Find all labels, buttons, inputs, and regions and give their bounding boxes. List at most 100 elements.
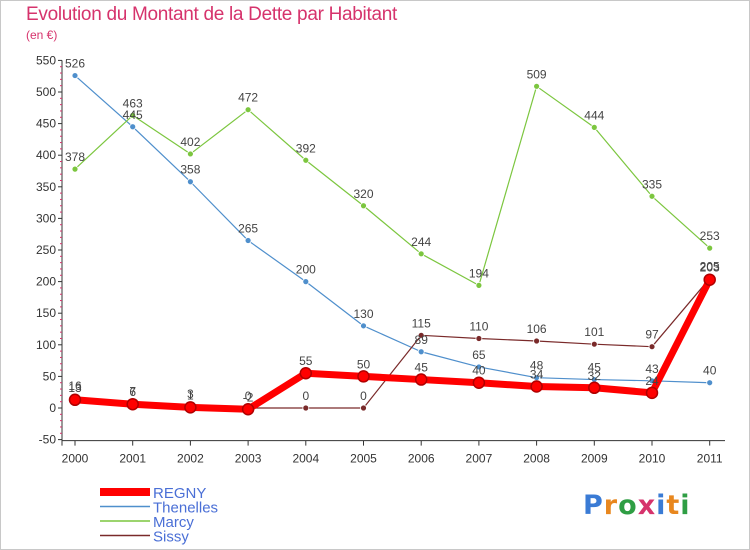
data-point-regny [530,380,543,393]
data-point-regny [703,273,716,286]
data-point-marcy [360,202,367,210]
data-label-sissy: 16 [68,379,82,393]
y-tick-label: 0 [49,401,56,415]
data-point-regny [68,393,82,407]
logo-letter: r [603,490,619,521]
data-point-regny [472,376,486,389]
y-tick-label: 200 [36,275,56,289]
data-label-regny: 203 [700,261,720,275]
data-point-marcy [417,250,425,258]
data-point-regny [299,366,313,380]
x-tick-label: 2010 [639,452,666,466]
x-tick-label: 2009 [581,452,608,466]
data-point-marcy [590,123,598,131]
series-line-thenelles [74,75,710,384]
data-point-sissy [475,335,483,342]
data-label-marcy: 392 [296,141,316,155]
data-label-sissy: 0 [360,389,367,403]
data-point-regny [645,386,659,400]
data-label-marcy: 463 [123,96,143,110]
y-tick-label: 150 [36,306,56,320]
data-point-marcy [71,165,79,173]
data-point-sissy [648,343,656,351]
x-tick-label: 2003 [235,452,262,466]
data-point-thenelles [129,123,137,131]
y-tick-label: 100 [36,338,56,352]
x-tick-label: 2005 [350,452,377,466]
data-point-sissy [360,404,367,412]
y-tick-label: 500 [36,85,56,99]
legend-label-marcy: Marcy [153,514,194,531]
data-label-sissy: 110 [469,319,488,333]
logo-letter: P [583,490,604,521]
data-label-sissy: 205 [700,259,720,273]
data-label-regny: 1 [187,388,194,402]
data-label-regny: 24 [645,374,659,388]
proxiti-logo: Proxiti [583,490,691,521]
data-label-thenelles: 526 [65,57,85,71]
y-tick-label: 300 [36,211,56,225]
x-tick-label: 2008 [523,452,550,466]
data-point-sissy [302,404,310,412]
data-label-regny: 6 [129,385,136,399]
data-label-regny: 32 [588,369,602,383]
data-label-thenelles: 265 [238,222,258,236]
data-point-thenelles [244,237,252,244]
x-tick-label: 2004 [292,452,319,466]
data-point-marcy [648,192,656,200]
data-label-marcy: 472 [238,91,258,105]
data-label-marcy: 444 [584,108,604,122]
data-label-thenelles: 445 [123,108,143,122]
data-point-thenelles [71,72,79,79]
x-tick-label: 2001 [119,452,146,466]
series-line-marcy [74,85,711,286]
data-point-regny [357,370,370,383]
data-point-regny [414,373,428,386]
data-label-thenelles: 358 [180,163,200,177]
x-tick-label: 2000 [62,452,89,466]
data-point-marcy [186,150,194,158]
data-label-marcy: 194 [469,266,489,280]
data-label-sissy: 0 [302,389,309,403]
data-label-sissy: 97 [645,328,659,342]
data-point-regny [184,401,197,414]
data-label-thenelles: 40 [703,364,717,378]
data-point-marcy [706,244,714,252]
data-label-thenelles: 65 [472,348,486,362]
data-label-sissy: 7 [129,385,136,399]
data-point-sissy [590,340,598,348]
data-label-regny: 40 [472,364,486,378]
y-tick-label: 350 [36,180,56,194]
data-label-thenelles: 200 [296,263,316,277]
x-tick-label: 2011 [697,452,723,466]
logo-letter: x [637,490,657,521]
data-point-marcy [244,106,252,114]
data-label-marcy: 253 [700,229,720,243]
data-label-marcy: 244 [411,235,431,249]
data-label-marcy: 509 [527,67,547,81]
data-label-regny: 13 [68,381,82,395]
legend-label-regny: REGNY [153,485,206,502]
data-label-regny: 50 [357,357,371,371]
y-tick-label: 50 [43,369,57,383]
legend-label-sissy: Sissy [153,529,189,546]
data-label-thenelles: 43 [645,362,659,376]
x-tick-label: 2007 [466,452,493,466]
x-tick-label: 2006 [408,452,435,466]
logo-letter: i [680,490,691,521]
data-label-marcy: 335 [642,177,662,191]
data-point-marcy [533,82,540,90]
x-tick-label: 2002 [177,452,204,466]
data-point-thenelles [186,178,194,186]
data-point-thenelles [417,348,425,356]
data-point-thenelles [706,379,714,387]
data-point-regny [241,403,255,416]
series-line-regny [74,278,713,413]
y-tick-label: 250 [36,243,56,257]
data-label-sissy: 0 [245,389,252,403]
data-label-regny: 34 [530,368,544,382]
data-point-thenelles [475,363,483,371]
logo-letter: t [666,490,681,521]
data-point-marcy [302,156,310,164]
